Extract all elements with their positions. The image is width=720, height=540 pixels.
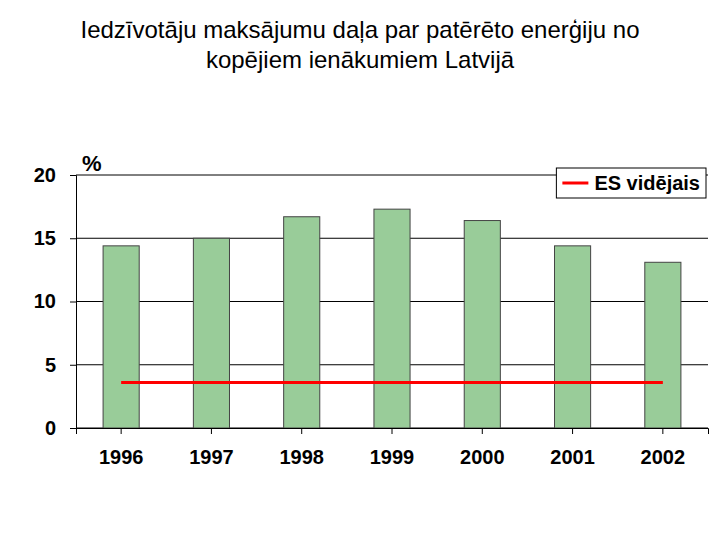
- x-tick: 2000: [460, 428, 505, 468]
- x-tick: 1997: [189, 428, 234, 468]
- bar: [193, 238, 229, 428]
- title: Iedzīvotāju maksājumu daļa par patērēto …: [80, 16, 639, 73]
- x-tick-label: 1996: [99, 446, 143, 468]
- legend-swatch: [562, 182, 588, 185]
- y-tick: 10: [34, 290, 76, 312]
- title-line: Iedzīvotāju maksājumu daļa par patērēto …: [80, 16, 639, 43]
- y-tick: 0: [45, 417, 76, 439]
- x-tick-label: 1999: [370, 446, 415, 468]
- bar: [464, 221, 500, 428]
- y-tick-label: 10: [34, 290, 56, 312]
- x-tick: 1996: [99, 428, 143, 468]
- y-tick: 20: [34, 164, 76, 186]
- bar: [103, 246, 139, 428]
- legend: ES vidējais: [556, 168, 706, 198]
- x-tick: 1998: [279, 428, 324, 468]
- y-tick-label: 5: [45, 354, 56, 376]
- x-tick: 2002: [641, 428, 686, 468]
- x-axis: 1996 1997 1998 1999 2000 2001 2002: [77, 428, 709, 468]
- x-tick-mark: [301, 428, 302, 434]
- legend-label: ES vidējais: [594, 172, 700, 194]
- chart-svg: Iedzīvotāju maksājumu daļa par patērēto …: [0, 0, 720, 540]
- bar: [645, 262, 681, 428]
- x-axis-line: [77, 429, 709, 435]
- bar: [555, 246, 591, 428]
- y-tick: 5: [45, 354, 76, 376]
- grid: [76, 175, 708, 428]
- y-axis-title: %: [82, 151, 102, 176]
- y-tick-mark: [70, 302, 76, 303]
- x-tick-label: 1998: [279, 446, 324, 468]
- y-tick: 15: [34, 227, 76, 249]
- y-tick-mark: [70, 428, 76, 429]
- y-tick-label: 20: [34, 164, 56, 186]
- x-tick-mark: [662, 428, 663, 434]
- x-tick-mark: [121, 428, 122, 434]
- y-tick-mark: [70, 175, 76, 176]
- x-tick-label: 2000: [460, 446, 505, 468]
- bar: [374, 209, 410, 428]
- title-line: kopējiem ienākumiem Latvijā: [206, 46, 515, 73]
- y-axis-line: [70, 176, 77, 429]
- chart-container: Iedzīvotāju maksājumu daļa par patērēto …: [0, 0, 720, 540]
- series-line: [121, 381, 663, 384]
- x-tick-mark: [572, 428, 573, 434]
- x-tick-mark: [392, 428, 393, 434]
- y-tick-mark: [70, 365, 76, 366]
- y-axis: 0 5 10 15 20: [34, 164, 77, 439]
- x-tick-label: 2002: [641, 446, 686, 468]
- bar: [284, 217, 320, 428]
- x-tick-label: 1997: [189, 446, 234, 468]
- y-tick-mark: [70, 238, 76, 239]
- legend-item: ES vidējais: [562, 172, 700, 194]
- y-tick-label: 15: [34, 227, 56, 249]
- x-tick-mark: [211, 428, 212, 434]
- plot-area: [103, 209, 681, 428]
- x-tick: 1999: [370, 428, 415, 468]
- x-tick-mark: [482, 428, 483, 434]
- x-tick: 2001: [550, 428, 595, 468]
- y-tick-label: 0: [45, 417, 56, 439]
- x-tick-label: 2001: [550, 446, 595, 468]
- legend-box: [556, 168, 706, 198]
